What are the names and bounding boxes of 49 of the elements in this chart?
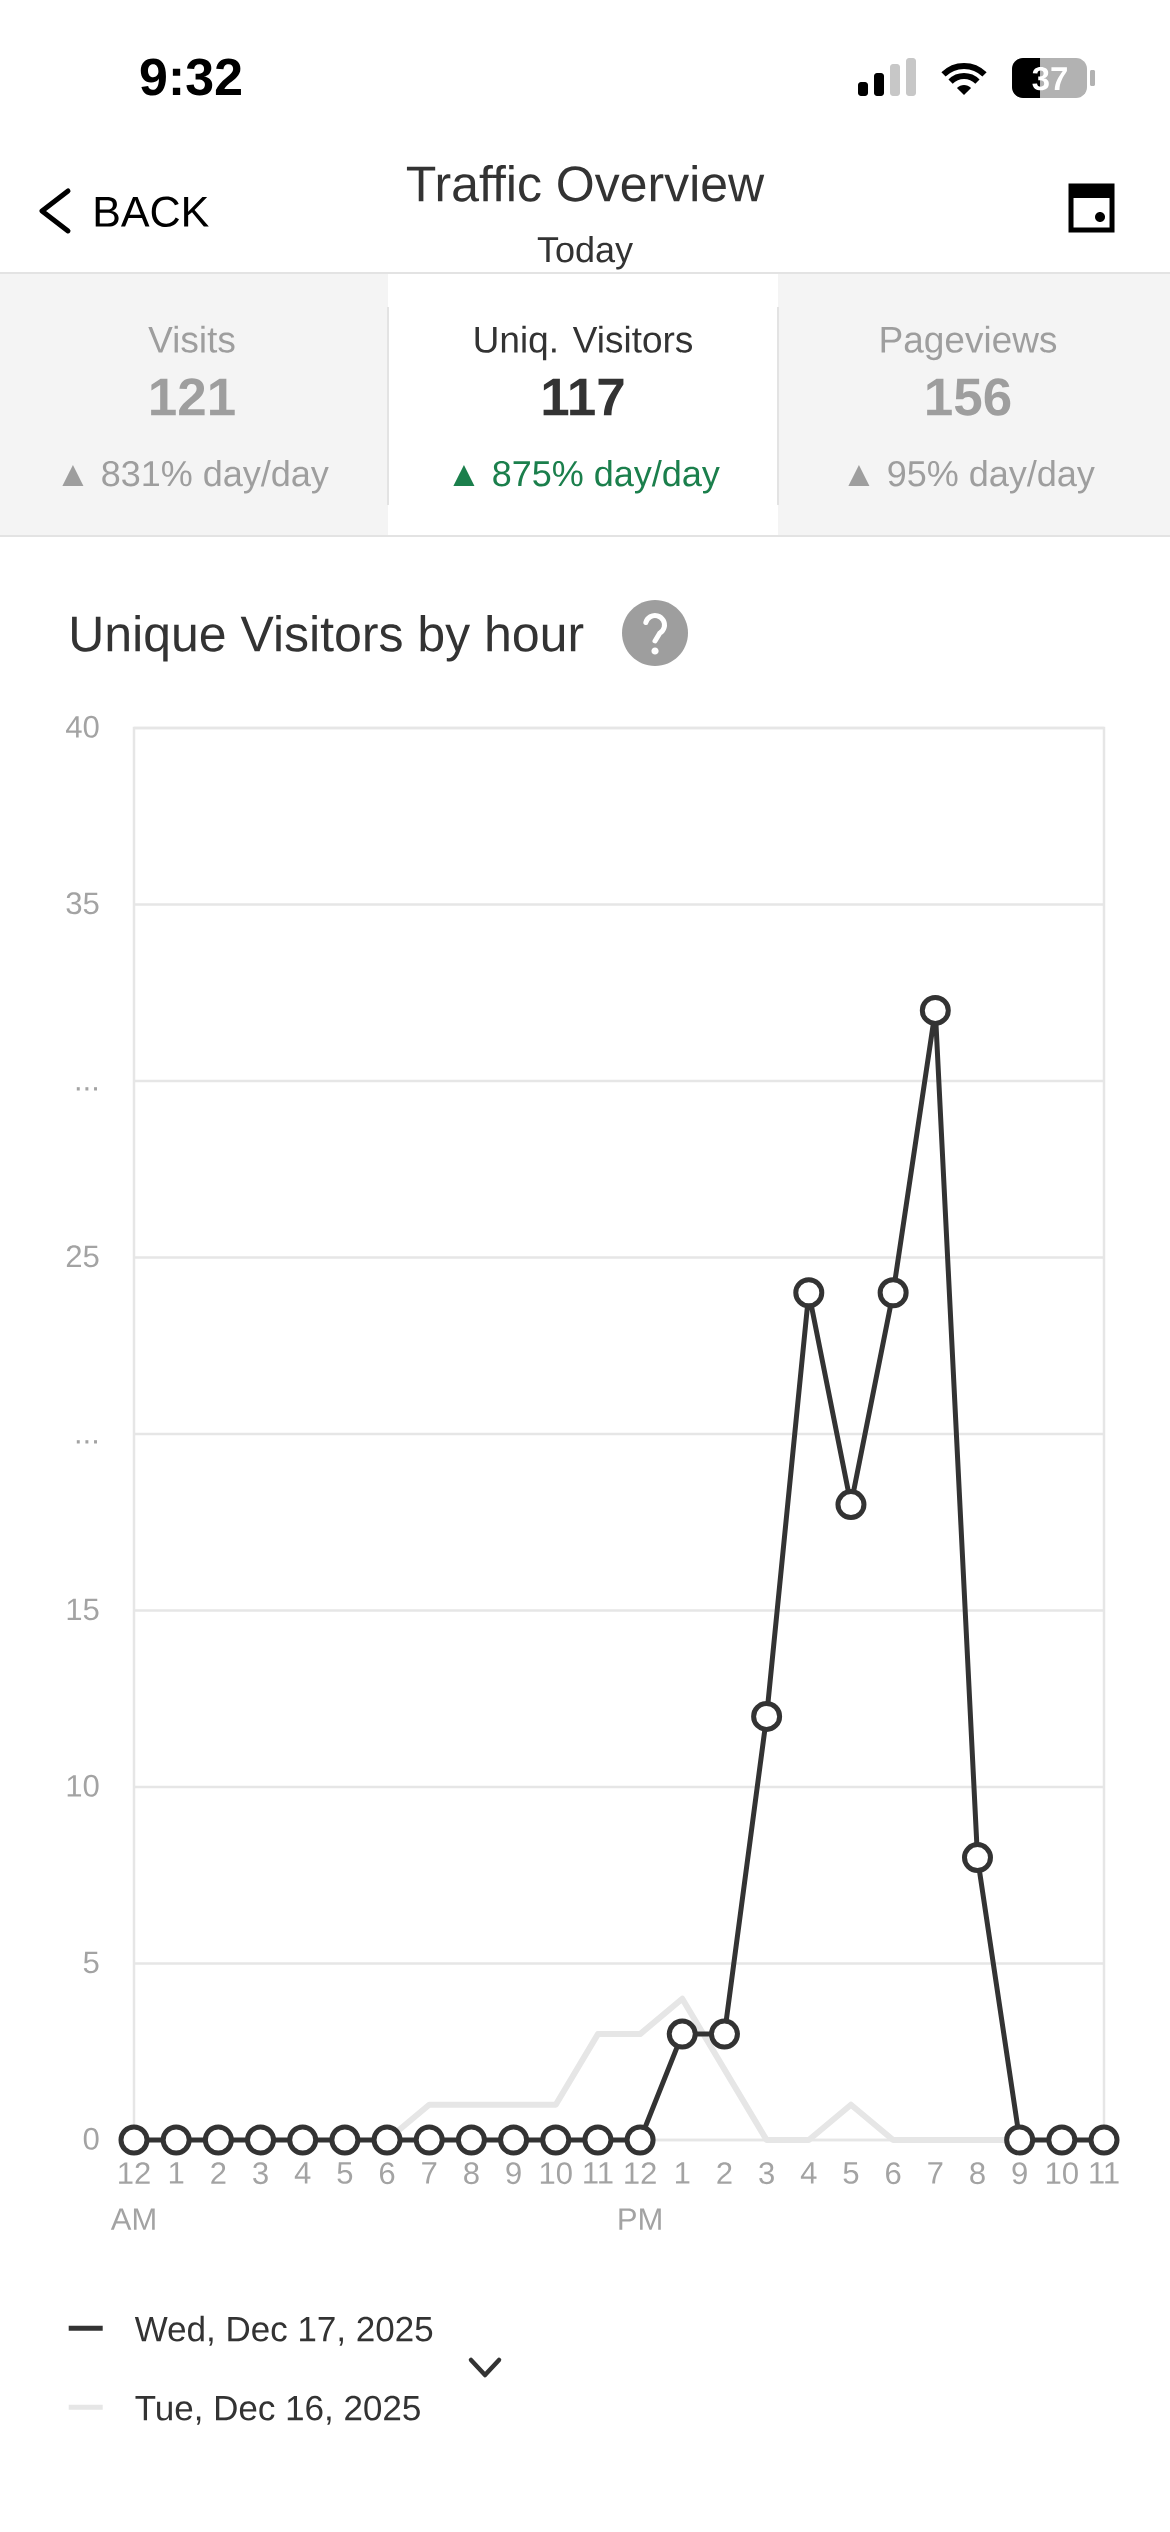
x-tick-label: 10 <box>1046 2162 1078 2185</box>
text: Today <box>537 235 633 270</box>
text: BACK <box>95 196 209 228</box>
x-tick-label: 2 <box>211 2162 226 2184</box>
x-tick-label: 5 <box>337 2162 353 2184</box>
y-tick-label: 25 <box>66 1245 99 1268</box>
legend-label: Wed, Dec 17, 2025 <box>134 2315 433 2346</box>
legend-label: Tue, Dec 16, 2025 <box>135 2395 420 2425</box>
y-tick-label: 15 <box>67 1598 99 1621</box>
x-tick-label: 11 <box>584 2162 613 2184</box>
y-tick-label: 35 <box>66 892 99 915</box>
text: Uniq. Visitors <box>475 325 693 361</box>
x-tick-label: 3 <box>253 2162 268 2185</box>
y-tick-label: ... <box>76 1087 97 1091</box>
x-tick-label: 5 <box>843 2162 859 2184</box>
text: ▲ 875% day/day <box>453 459 720 494</box>
x-tick-label: 4 <box>294 2162 311 2184</box>
chart-title: Unique Visitors by hour <box>72 614 584 662</box>
x-tick-label: 9 <box>1012 2162 1027 2185</box>
y-tick-label: ... <box>76 1440 97 1444</box>
text: 156 <box>927 378 1011 416</box>
x-tick-label: 6 <box>886 2162 901 2185</box>
text: Visits <box>148 325 235 353</box>
x-tick-label: 1 <box>676 2162 690 2184</box>
x-tick-label: 9 <box>506 2162 521 2185</box>
text: Pageviews <box>881 325 1057 361</box>
x-tick-label: 11 <box>1090 2162 1119 2184</box>
x-tick-label: 1 <box>169 2162 184 2184</box>
text: Traffic Overview <box>406 164 765 202</box>
x-tick-label: 12 AM <box>110 2162 155 2230</box>
x-tick-label: 2 <box>717 2162 732 2184</box>
y-tick-label: 5 <box>83 1951 99 1974</box>
x-tick-label: 7 <box>422 2162 437 2184</box>
text: 9:32 <box>140 58 241 96</box>
x-tick-label: 8 <box>464 2162 479 2185</box>
x-tick-label: 12 PM <box>619 2162 661 2230</box>
x-tick-label: 4 <box>800 2162 817 2184</box>
y-tick-label: 10 <box>67 1774 99 1797</box>
text: 121 <box>151 378 235 416</box>
text: ▲ 831% day/day <box>62 459 329 494</box>
y-tick-label: 40 <box>66 715 99 738</box>
text: 117 <box>543 378 624 416</box>
x-tick-label: 7 <box>928 2162 943 2184</box>
text: ▲ 95% day/day <box>848 459 1095 494</box>
x-tick-label: 6 <box>379 2162 395 2185</box>
x-tick-label: 8 <box>970 2162 985 2185</box>
y-tick-label: 0 <box>83 2127 99 2150</box>
x-tick-label: 10 <box>540 2162 572 2185</box>
x-tick-label: 3 <box>759 2162 774 2185</box>
